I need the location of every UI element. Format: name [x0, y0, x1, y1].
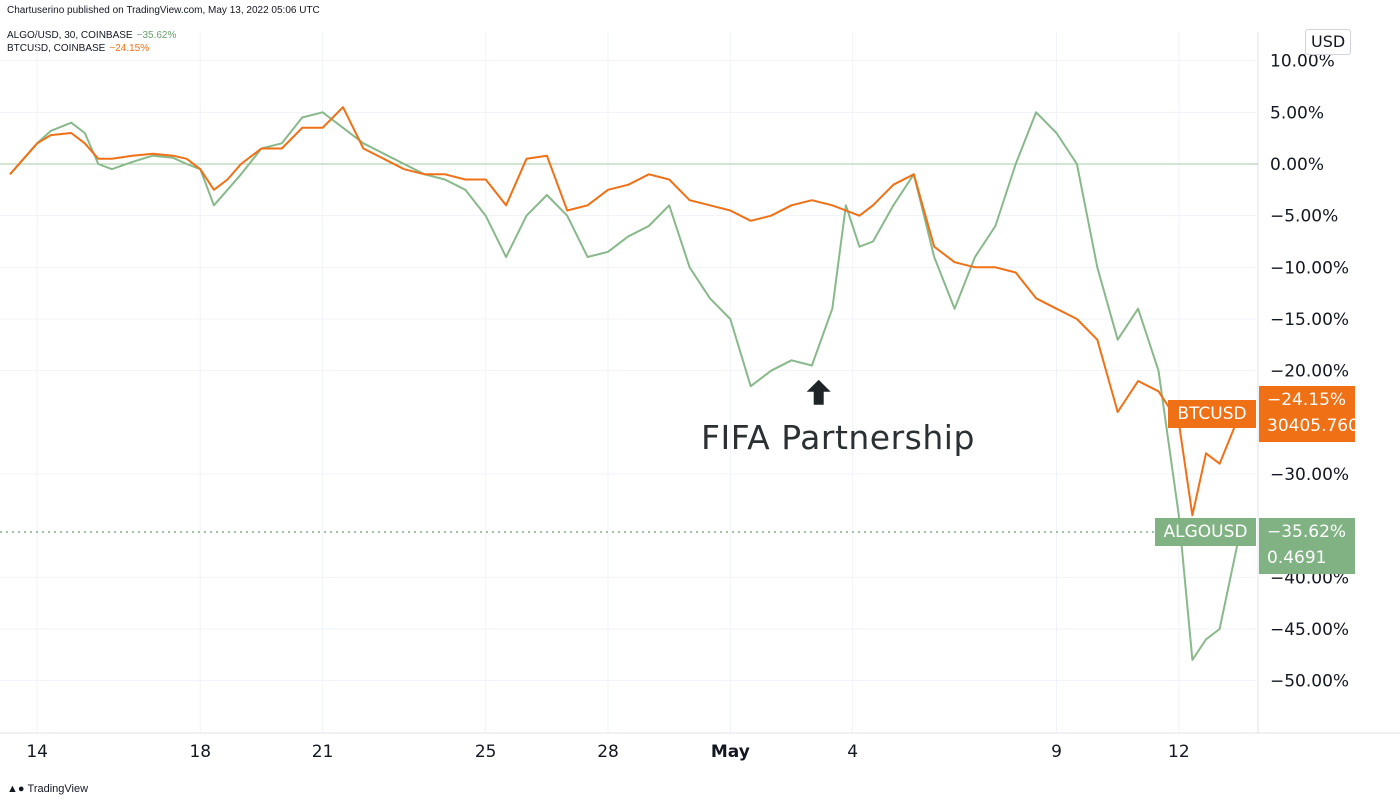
vertical-grid — [36, 32, 1180, 733]
legend-btc-label: BTCUSD, COINBASE — [7, 43, 106, 54]
legend-algo[interactable]: ALGO/USD, 30, COINBASE −35.62% — [7, 30, 176, 41]
y-tick-label: 0.00% — [1270, 155, 1324, 175]
tradingview-footer[interactable]: ▲● TradingView — [7, 783, 88, 795]
horizontal-grid — [0, 60, 1258, 682]
y-tick-label: 5.00% — [1270, 103, 1324, 123]
y-tick-label: −50.00% — [1270, 672, 1349, 692]
x-tick-label: 28 — [597, 742, 619, 762]
y-tick-label: −20.00% — [1270, 362, 1349, 382]
btc-price-tag: −24.15% 30405.7600 — [1259, 385, 1370, 442]
x-tick-label: May — [711, 742, 750, 762]
y-tick-label: 10.00% — [1270, 52, 1335, 72]
legend-algo-value: −35.62% — [136, 30, 177, 41]
legend-btc-value: −24.15% — [109, 43, 150, 54]
x-tick-label: 9 — [1051, 742, 1062, 762]
arrow-up-icon — [806, 379, 831, 405]
x-axis-tick-labels: 14 18 21 25 28 May 4 9 12 — [26, 742, 1189, 762]
fifa-annotation-label: FIFA Partnership — [701, 418, 975, 457]
y-tick-label: −10.00% — [1270, 258, 1349, 278]
y-tick-label: −30.00% — [1270, 465, 1349, 485]
tradingview-logo-icon: ▲● — [7, 783, 25, 795]
series-line-btcusd[interactable] — [9, 106, 1241, 517]
algo-pct-label: −35.62% — [1267, 522, 1347, 543]
series-line-algousd[interactable] — [9, 111, 1241, 661]
algo-name-tag: ALGOUSD — [1155, 518, 1256, 547]
btc-price-label: 30405.7600 — [1267, 415, 1370, 436]
y-axis-tick-labels: 10.00% 5.00% 0.00% −5.00% −10.00% −15.00% −20.… — [1270, 52, 1349, 692]
x-tick-label: 21 — [312, 742, 334, 762]
x-tick-label: 12 — [1168, 742, 1190, 762]
currency-unit-button[interactable]: USD — [1305, 29, 1352, 55]
y-tick-label: −15.00% — [1270, 310, 1349, 330]
legend-btc[interactable]: BTCUSD, COINBASE −24.15% — [7, 43, 149, 54]
y-tick-label: −45.00% — [1270, 620, 1349, 640]
x-tick-label: 18 — [189, 742, 211, 762]
algo-price-label: 0.4691 — [1267, 548, 1327, 569]
x-tick-label: 14 — [26, 742, 48, 762]
legend-algo-label: ALGO/USD, 30, COINBASE — [7, 30, 133, 41]
btc-name-tag: BTCUSD — [1168, 399, 1256, 428]
tradingview-brand-label: TradingView — [27, 783, 89, 795]
publisher-line: Chartuserino published on TradingView.co… — [7, 5, 320, 16]
btc-pct-label: −24.15% — [1267, 389, 1347, 410]
x-tick-label: 25 — [475, 742, 497, 762]
x-tick-label: 4 — [847, 742, 858, 762]
algo-price-tag: −35.62% 0.4691 — [1259, 518, 1355, 575]
y-tick-label: −5.00% — [1270, 207, 1338, 227]
